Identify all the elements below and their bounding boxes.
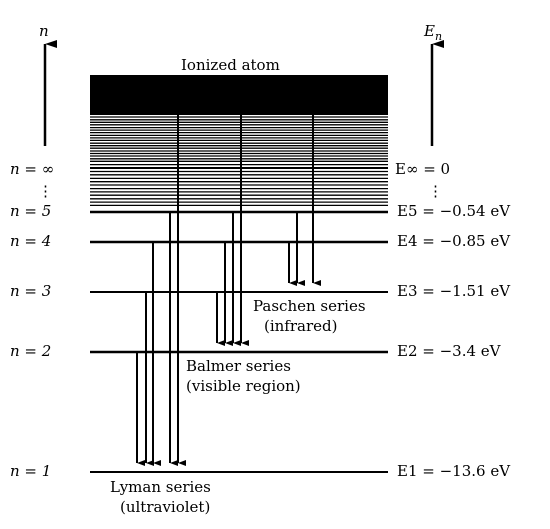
ellipsis-right: ⋮: [428, 182, 443, 200]
balmer-series-region: (visible region): [186, 377, 301, 395]
level-label-left-5: n = 5: [10, 202, 51, 220]
energy-label-inf: E∞ = 0: [395, 160, 450, 178]
ionized-atom-label: Ionized atom: [181, 56, 280, 74]
lyman-series-name: Lyman series: [110, 478, 211, 496]
paschen-series-region: (infrared): [264, 317, 337, 335]
ellipsis-left: ⋮: [38, 182, 53, 200]
energy-axis-subscript: n: [435, 30, 442, 43]
energy-label-4: E4 = −0.85 eV: [397, 232, 511, 250]
energy-axis-label: En: [423, 22, 442, 43]
energy-label-3: E3 = −1.51 eV: [397, 282, 511, 300]
lyman-series-region: (ultraviolet): [120, 498, 210, 516]
energy-label-5: E5 = −0.54 eV: [397, 202, 511, 220]
n-axis-label: n: [39, 22, 49, 40]
ionized-continuum-block: [90, 75, 388, 115]
level-label-left-3: n = 3: [10, 282, 51, 300]
level-label-left-1: n = 1: [10, 462, 51, 480]
transition-arrows: [136, 115, 321, 466]
paschen-series-name: Paschen series: [253, 297, 366, 315]
level-label-left-inf: n = ∞: [10, 160, 54, 178]
level-label-left-4: n = 4: [10, 232, 51, 250]
energy-label-1: E1 = −13.6 eV: [397, 462, 511, 480]
energy-label-2: E2 = −3.4 eV: [397, 342, 502, 360]
continuum-lines: [90, 116, 388, 207]
level-label-left-2: n = 2: [10, 342, 51, 360]
balmer-series-name: Balmer series: [186, 357, 291, 375]
